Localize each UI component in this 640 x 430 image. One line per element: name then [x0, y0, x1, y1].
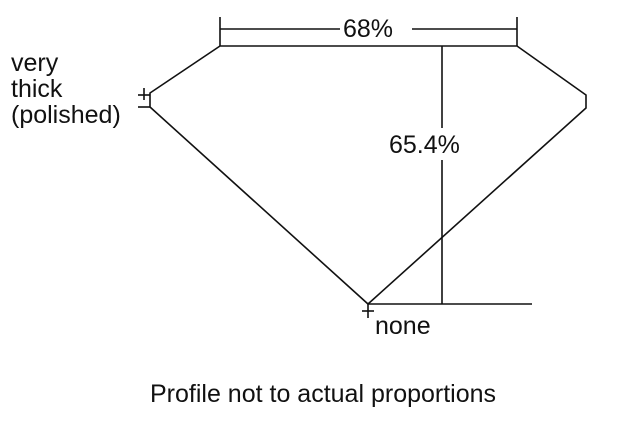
depth-percent-label: 65.4%: [389, 131, 460, 159]
culet-label: none: [375, 312, 431, 340]
girdle-label-line2: thick: [11, 75, 63, 103]
table-percent-label: 68%: [343, 15, 394, 43]
gem-outline: [149, 45, 587, 306]
girdle-label-line1: very: [11, 49, 59, 77]
girdle-label-line3: (polished): [11, 101, 121, 129]
caption: Profile not to actual proportions: [150, 380, 497, 408]
